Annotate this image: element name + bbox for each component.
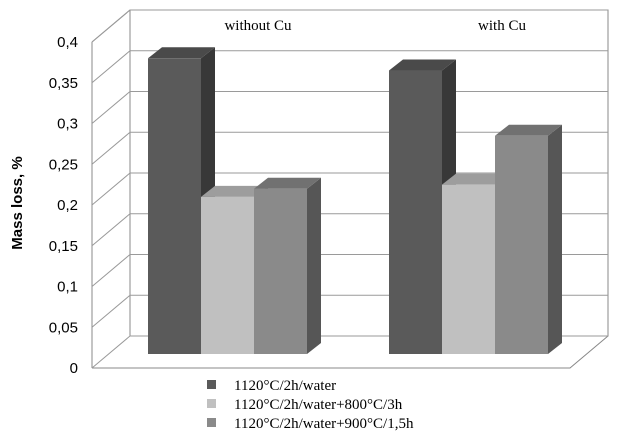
bar-side bbox=[307, 177, 321, 354]
y-tick-label: 0,3 bbox=[57, 116, 78, 133]
bar-side bbox=[548, 124, 562, 354]
y-tick-label: 0,15 bbox=[49, 238, 78, 255]
bars bbox=[148, 47, 562, 355]
category-labels: without Cu with Cu bbox=[224, 18, 526, 34]
legend-label: 1120°C/2h/water+800°C/3h bbox=[234, 397, 403, 413]
y-tick-label: 0 bbox=[70, 360, 78, 377]
bar-front bbox=[442, 184, 495, 354]
category-label: with Cu bbox=[478, 18, 526, 34]
y-tick-label: 0,1 bbox=[57, 279, 78, 296]
bar-top bbox=[389, 59, 456, 71]
bar-top bbox=[148, 47, 215, 59]
bar-front bbox=[254, 188, 307, 354]
legend-label: 1120°C/2h/water+900°C/1,5h bbox=[234, 416, 414, 432]
bar-top bbox=[201, 185, 268, 197]
y-tick-label: 0,4 bbox=[57, 34, 78, 51]
y-axis-ticks: 0 0,05 0,1 0,15 0,2 0,25 0,3 0,35 0,4 bbox=[49, 34, 78, 377]
y-tick-label: 0,05 bbox=[49, 319, 78, 336]
bar-top bbox=[495, 124, 562, 136]
bar-front bbox=[389, 70, 442, 355]
bar-front bbox=[201, 196, 254, 354]
bar-front bbox=[495, 135, 548, 354]
floor-edge bbox=[92, 335, 609, 369]
bar bbox=[495, 124, 562, 354]
category-label: without Cu bbox=[224, 18, 292, 34]
y-tick-label: 0,35 bbox=[49, 75, 78, 92]
legend-label: 1120°C/2h/water bbox=[234, 378, 336, 394]
y-tick-label: 0,25 bbox=[49, 156, 78, 173]
bar-front bbox=[148, 58, 201, 355]
bar bbox=[254, 177, 321, 354]
gridline bbox=[91, 9, 608, 43]
bar-top bbox=[442, 173, 509, 185]
y-tick-label: 0,2 bbox=[57, 197, 78, 214]
gridline bbox=[91, 50, 608, 84]
legend-swatch bbox=[207, 380, 216, 389]
y-axis-title: Mass loss, % bbox=[9, 156, 26, 249]
legend-swatch bbox=[207, 418, 216, 427]
legend-swatch bbox=[207, 399, 216, 408]
legend: 1120°C/2h/water 1120°C/2h/water+800°C/3h 1… bbox=[207, 378, 414, 432]
bar-top bbox=[254, 177, 321, 189]
